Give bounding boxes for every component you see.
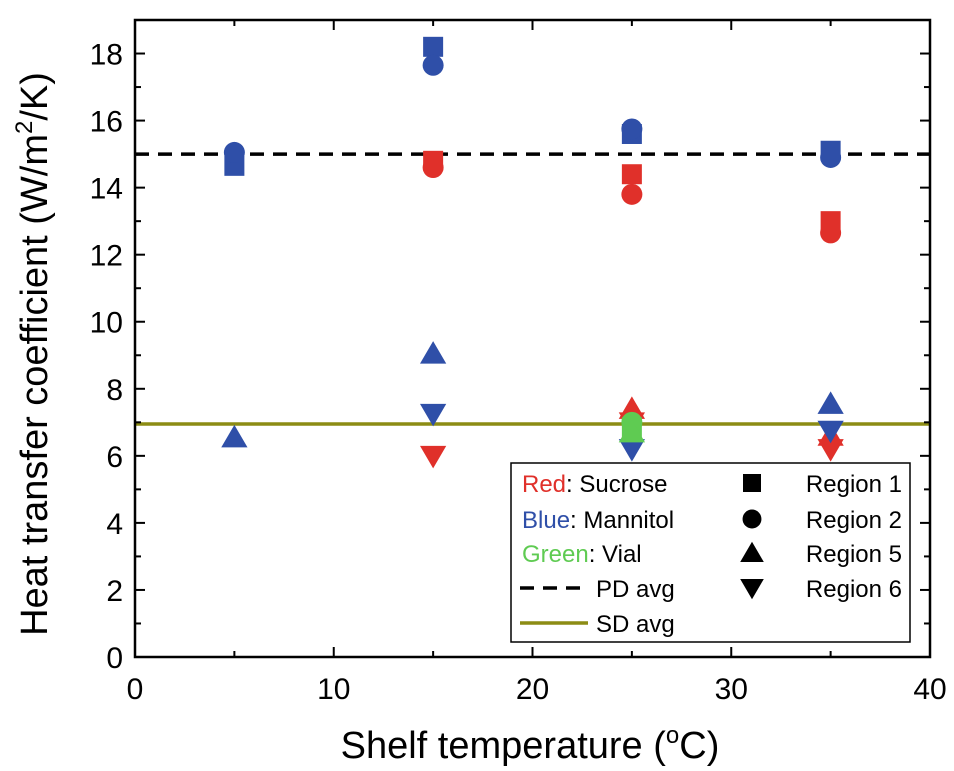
point-sucrose-region-2 bbox=[820, 222, 842, 244]
legend-marker-triangle-up bbox=[740, 541, 764, 562]
y-tick-label: 4 bbox=[106, 508, 123, 541]
tick-labels: 0 10 20 30 40 0 2 4 6 8 10 12 14 16 18 bbox=[90, 39, 947, 706]
point-mannitol-region-2 bbox=[820, 146, 842, 168]
y-tick-label: 8 bbox=[106, 374, 123, 407]
y-tick-label: 6 bbox=[106, 441, 123, 474]
legend-box bbox=[510, 462, 911, 643]
legend-marker-circle bbox=[742, 509, 762, 529]
y-tick-label: 2 bbox=[106, 575, 123, 608]
point-sucrose-region-6 bbox=[817, 439, 844, 462]
y-tick-label: 12 bbox=[90, 240, 123, 273]
x-tick-label: 30 bbox=[715, 673, 748, 706]
legend-sucrose: Red: Sucrose bbox=[522, 471, 667, 498]
point-mannitol-region-1 bbox=[423, 36, 444, 57]
legend-mannitol: Blue: Mannitol bbox=[522, 507, 674, 534]
x-tick-label: 40 bbox=[913, 673, 946, 706]
point-mannitol-region-5 bbox=[420, 341, 447, 364]
point-mannitol-region-6 bbox=[618, 439, 645, 462]
point-mannitol-region-6 bbox=[420, 403, 447, 427]
legend-marker-label: Region 1 bbox=[806, 471, 902, 498]
point-mannitol-region-2 bbox=[621, 118, 643, 140]
reference-lines bbox=[135, 152, 930, 426]
data-points bbox=[221, 36, 844, 469]
x-tick-label: 20 bbox=[516, 673, 549, 706]
y-tick-label: 14 bbox=[90, 173, 123, 206]
y-tick-label: 10 bbox=[90, 307, 123, 340]
point-sucrose-region-1 bbox=[621, 164, 642, 185]
legend-marker-square bbox=[743, 474, 761, 492]
point-vial-region-5 bbox=[618, 419, 645, 443]
x-tick-label: 10 bbox=[317, 673, 350, 706]
point-mannitol-region-5 bbox=[221, 424, 248, 448]
legend-line-label: PD avg bbox=[596, 576, 675, 603]
legend: Red: Sucrose Blue: Mannitol Green: Vial PD … bbox=[510, 462, 911, 643]
point-mannitol-region-2 bbox=[422, 54, 444, 76]
legend-marker-triangle-down bbox=[740, 579, 764, 600]
point-mannitol-region-6 bbox=[817, 420, 844, 444]
legend-marker-label: Region 5 bbox=[806, 541, 902, 568]
legend-marker-label: Region 2 bbox=[806, 507, 902, 534]
x-axis-title: Shelf temperature (oC) bbox=[341, 722, 720, 767]
y-tick-label: 16 bbox=[90, 106, 123, 139]
point-mannitol-region-5 bbox=[817, 391, 844, 414]
legend-marker-label: Region 6 bbox=[806, 576, 902, 603]
point-sucrose-region-2 bbox=[422, 157, 444, 179]
y-tick-label: 18 bbox=[90, 39, 123, 72]
legend-line-label: SD avg bbox=[596, 611, 675, 638]
axis-ticks bbox=[134, 19, 931, 658]
x-tick-label: 0 bbox=[127, 673, 144, 706]
point-mannitol-region-2 bbox=[223, 141, 245, 163]
legend-vial: Green: Vial bbox=[522, 541, 642, 568]
point-sucrose-region-2 bbox=[621, 183, 643, 205]
point-sucrose-region-6 bbox=[420, 445, 447, 469]
y-tick-label: 0 bbox=[106, 642, 123, 675]
y-axis-title: Heat transfer coefficient (W/m2/K) bbox=[11, 72, 56, 636]
